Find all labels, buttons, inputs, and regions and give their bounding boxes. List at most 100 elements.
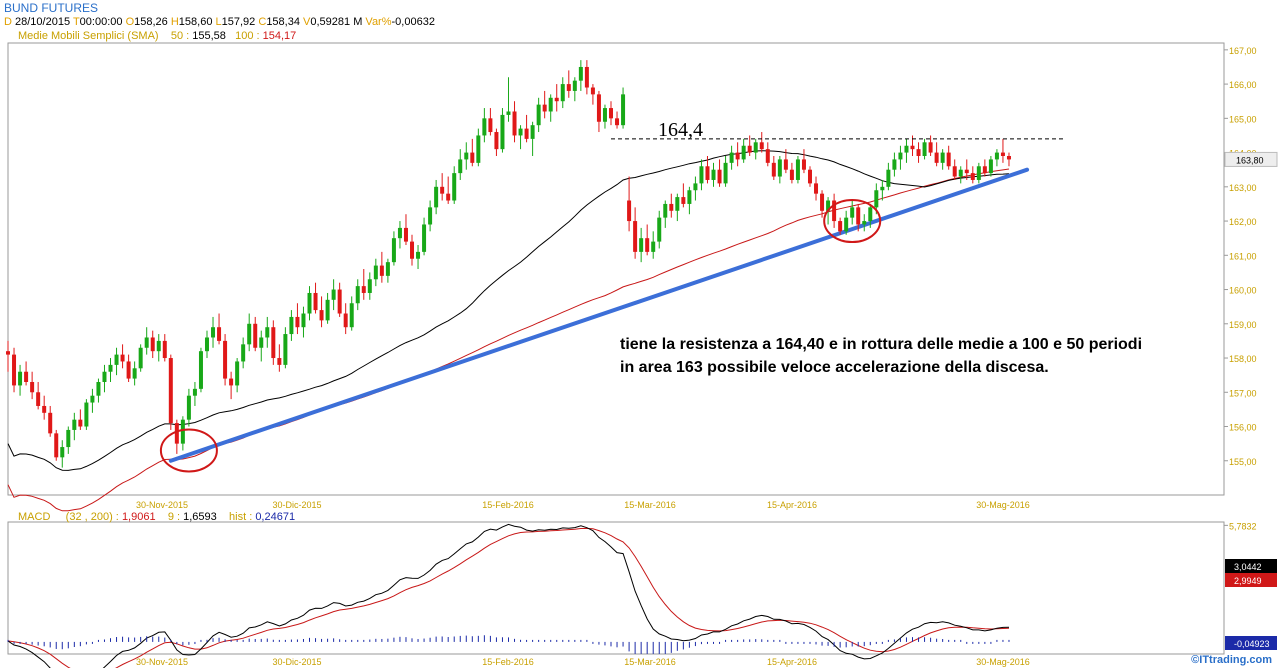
candle-body	[735, 152, 740, 160]
candle-body	[940, 152, 945, 163]
candle-body	[994, 152, 999, 160]
candle-body	[904, 145, 909, 153]
candle-body	[373, 265, 378, 280]
candle-body	[1006, 156, 1011, 160]
candle-body	[494, 132, 499, 150]
candle-body	[856, 207, 861, 225]
candle-body	[482, 118, 487, 136]
price-tick-label: 158,00	[1229, 354, 1257, 364]
candle-body	[518, 128, 523, 136]
candle-body	[150, 337, 155, 352]
candle-body	[868, 207, 873, 222]
support-circles	[159, 199, 882, 473]
candle-body	[596, 94, 601, 122]
candle-body	[277, 358, 282, 365]
candle-body	[422, 224, 427, 252]
high-value: 158,60	[178, 16, 213, 28]
candle-body	[410, 241, 415, 259]
candle-body	[530, 125, 535, 139]
candle-body	[446, 193, 451, 201]
date-tick-label: 30-Mag-2016	[976, 500, 1030, 510]
price-tick-label: 163,00	[1229, 183, 1257, 193]
candle-body	[590, 87, 595, 95]
candle-body	[934, 152, 939, 163]
candle-body	[223, 340, 228, 379]
candle-body	[922, 142, 927, 156]
candle-body	[657, 217, 662, 242]
candle-body	[928, 142, 933, 153]
candle-body	[898, 152, 903, 160]
sma-legend: Medie Mobili Semplici (SMA) 50 : 155,58 …	[18, 30, 296, 42]
candle-body	[542, 104, 547, 112]
candle-body	[156, 340, 161, 352]
candle-body	[36, 392, 41, 406]
candle-body	[669, 203, 674, 211]
candle-body	[162, 340, 167, 359]
candle-body	[6, 351, 10, 355]
macd-tick-label: 5,7832	[1229, 521, 1257, 531]
macd-last-label: 3,0442	[1234, 562, 1262, 572]
signal-line	[7, 527, 1010, 668]
candle-body	[301, 313, 306, 328]
candle-body	[144, 337, 149, 348]
price-panel-frame	[7, 42, 1225, 496]
macd-params: (32 , 200) :	[65, 511, 119, 523]
macd-date-tick-label: 30-Nov-2015	[136, 657, 188, 667]
candle-body	[331, 289, 336, 300]
candle-body	[186, 395, 191, 420]
candle-body	[114, 354, 119, 365]
sma50-label: 50 :	[170, 30, 190, 42]
candle-body	[651, 241, 656, 252]
sma50-line	[7, 150, 1010, 471]
candle-body	[988, 159, 993, 174]
candle-body	[337, 289, 342, 314]
candle-body	[687, 190, 692, 204]
time-value: 00:00:00	[79, 16, 123, 28]
candle-body	[367, 279, 372, 293]
candle-body	[259, 337, 264, 348]
resistance-label: 164,4	[658, 119, 703, 141]
support-circle	[823, 199, 882, 244]
candle-body	[554, 97, 559, 102]
candle-body	[78, 419, 83, 427]
ohlc-readout: D 28/10/2015 T00:00:00 O158,26 H158,60 L…	[4, 16, 435, 28]
open-label: O	[125, 16, 135, 28]
price-tick-label: 159,00	[1229, 320, 1257, 330]
candle-body	[964, 169, 969, 174]
candle-body	[379, 265, 384, 276]
candle-body	[355, 286, 360, 304]
candle-body	[289, 316, 294, 335]
candle-body	[693, 183, 698, 191]
macd-date-tick-label: 15-Mar-2016	[624, 657, 676, 667]
low-value: 157,92	[221, 16, 256, 28]
candle-body	[361, 286, 366, 293]
candle-body	[476, 135, 481, 163]
macd-frame-rect	[7, 521, 1225, 655]
candle-body	[958, 169, 963, 177]
candle-body	[548, 97, 553, 112]
macd-panel-frame	[7, 521, 1225, 655]
time-label: T	[72, 16, 80, 28]
candle-body	[192, 388, 197, 396]
candle-body	[729, 152, 734, 163]
candle-body	[349, 303, 354, 328]
high-label: H	[170, 16, 179, 28]
macd-date-tick-label: 15-Apr-2016	[767, 657, 817, 667]
candle-body	[54, 433, 59, 458]
date-tick-label: 15-Feb-2016	[482, 500, 534, 510]
sma50-value: 155,58	[192, 30, 226, 42]
candle-body	[72, 419, 77, 430]
date-value: 28/10/2015	[15, 16, 71, 28]
candle-body	[850, 207, 855, 218]
candle-body	[820, 193, 825, 211]
candle-body	[30, 382, 35, 393]
candle-body	[759, 142, 764, 150]
candle-body	[711, 169, 716, 180]
candle-body	[500, 114, 505, 150]
hist-last-box	[1225, 636, 1277, 650]
resistance-line: 164,4	[611, 119, 1064, 141]
candle-body	[910, 145, 915, 150]
price-axis: 155,00 156,00 157,00 158,00 159,00 160,00 161,…	[1224, 46, 1278, 467]
date-tick-label: 30-Dic-2015	[272, 500, 321, 510]
